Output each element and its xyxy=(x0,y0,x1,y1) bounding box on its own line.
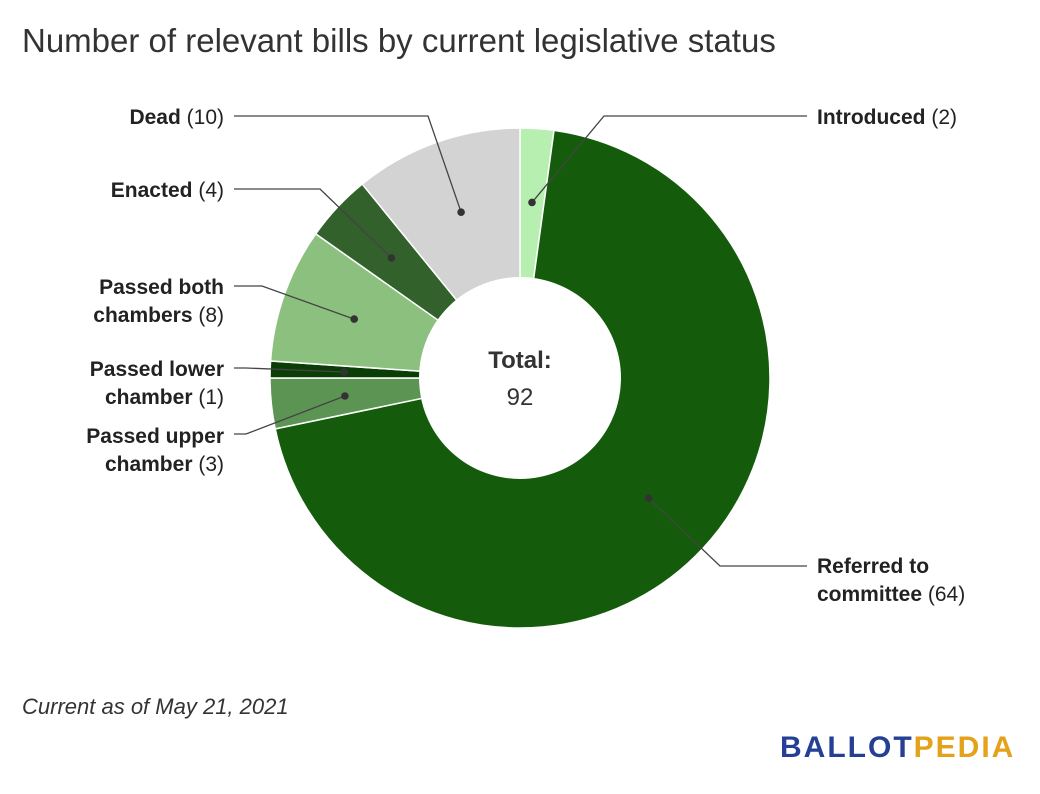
leader-line-passed-both xyxy=(234,285,355,320)
leader-line-dead xyxy=(234,115,462,213)
leader-dot-enacted xyxy=(387,254,396,262)
slice-label-passed-both: Passed both chambers (8) xyxy=(93,276,224,327)
leader-dot-dead xyxy=(457,208,465,216)
leader-line-passed-lower xyxy=(234,367,345,373)
logo-part-pedia: PEDIA xyxy=(913,731,1016,764)
donut-hole xyxy=(419,277,621,479)
label-count: (4) xyxy=(193,179,225,202)
chart-title: Number of relevant bills by current legi… xyxy=(22,22,776,59)
leader-line-referred xyxy=(648,497,807,567)
leader-dot-referred xyxy=(644,494,653,502)
label-name: chamber xyxy=(105,386,193,409)
total-label: Total: xyxy=(488,347,552,374)
footnote: Current as of May 21, 2021 xyxy=(22,694,289,719)
leader-dot-introduced xyxy=(528,198,536,207)
ballotpedia-logo: BALLOTPEDIA xyxy=(780,731,1015,765)
slice-label-passed-upper: Passed upper chamber (3) xyxy=(86,425,224,476)
leader-line-introduced xyxy=(531,115,807,203)
label-count: (2) xyxy=(926,106,958,129)
leader-line-passed-upper xyxy=(234,395,346,435)
label-count: (8) xyxy=(193,304,225,327)
label-count: (3) xyxy=(193,453,225,476)
label-name: Referred to xyxy=(817,555,929,578)
label-name: Passed upper xyxy=(86,425,224,448)
leader-dot-passed-lower xyxy=(340,368,348,376)
label-name: chambers xyxy=(93,304,192,327)
leader-dot-passed-upper xyxy=(341,392,349,400)
label-count: (64) xyxy=(922,583,965,606)
total-value: 92 xyxy=(507,384,534,411)
slice-label-referred: Referred to committee (64) xyxy=(817,555,965,606)
label-name: Enacted xyxy=(111,179,193,202)
slice-label-dead: Dead (10) xyxy=(129,106,224,129)
label-name: committee xyxy=(817,583,922,606)
slice-label-enacted: Enacted (4) xyxy=(111,179,224,202)
leader-line-enacted xyxy=(234,188,392,259)
label-name: Dead xyxy=(129,106,180,129)
label-name: Passed both xyxy=(99,276,224,299)
slice-label-passed-lower: Passed lower chamber (1) xyxy=(90,358,224,409)
label-count: (1) xyxy=(193,386,225,409)
label-count: (10) xyxy=(181,106,224,129)
logo-part-ballot: BALLOT xyxy=(780,731,914,764)
leader-dot-passed-both xyxy=(350,315,359,323)
label-name: Passed lower xyxy=(90,358,224,381)
label-name: Introduced xyxy=(817,106,926,129)
slice-label-introduced: Introduced (2) xyxy=(817,106,957,129)
label-name: chamber xyxy=(105,453,193,476)
